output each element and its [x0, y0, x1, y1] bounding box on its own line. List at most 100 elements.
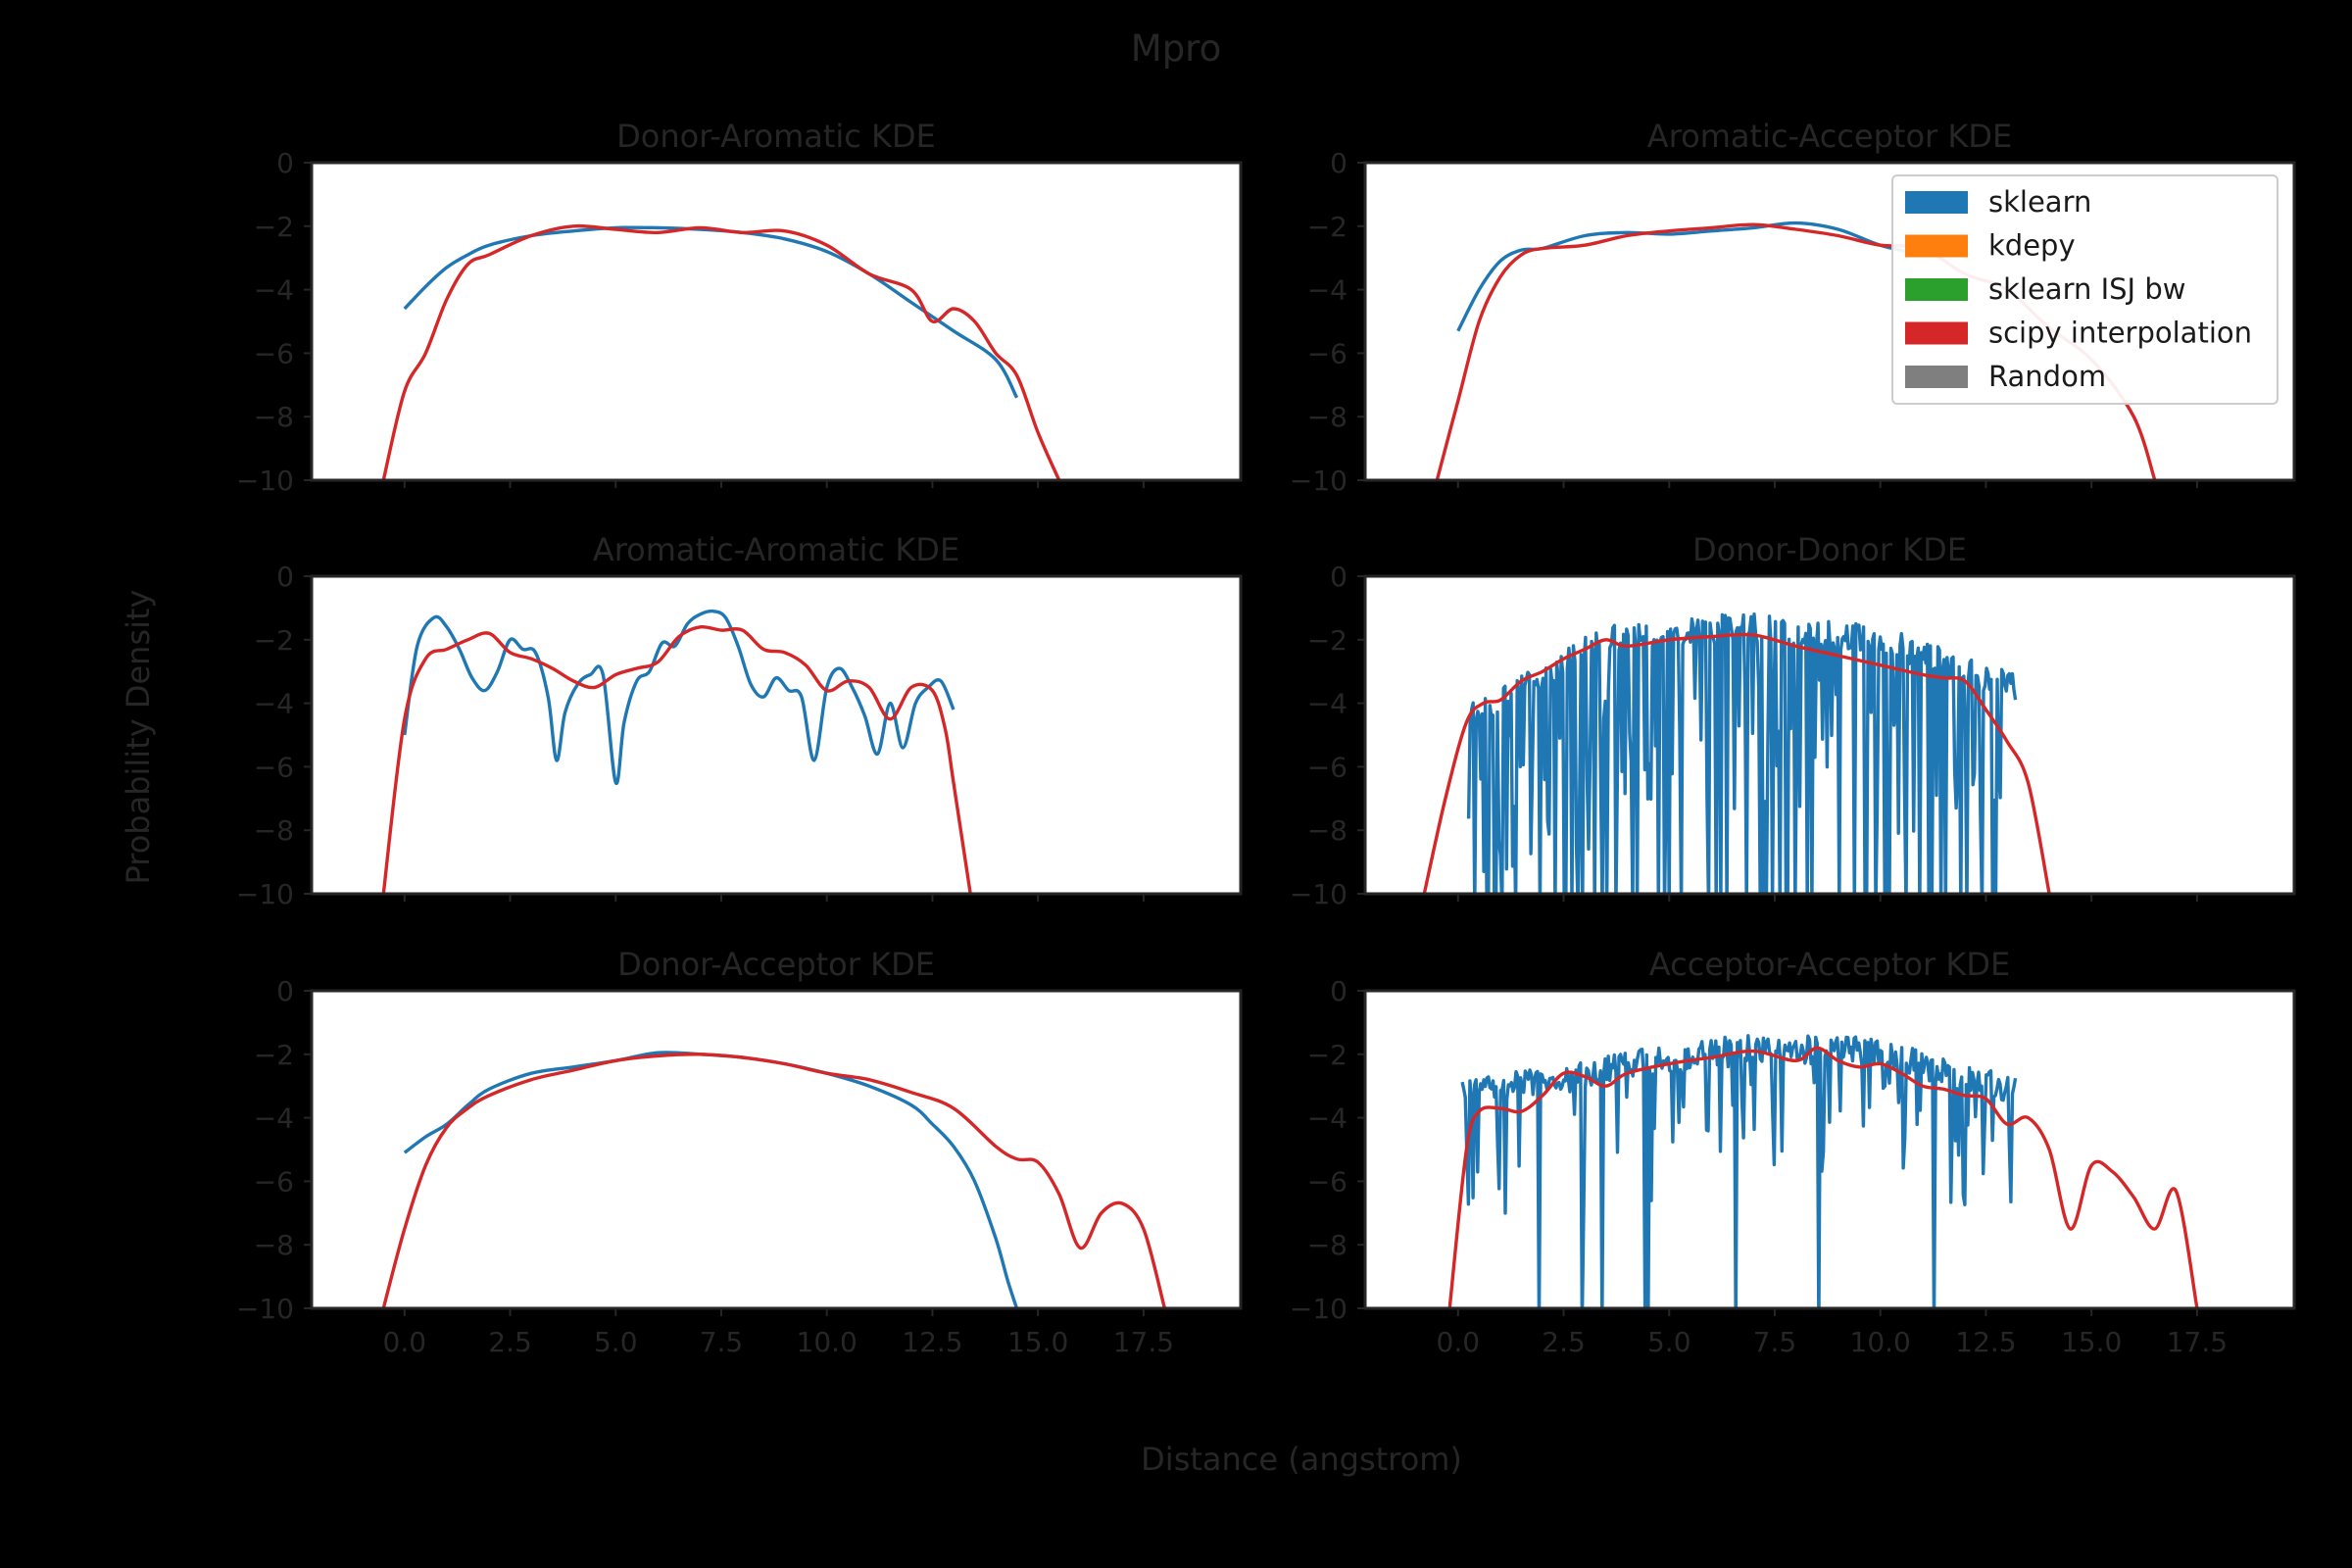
y-tick-label: −6 — [254, 751, 294, 783]
y-tick-label: −8 — [254, 1229, 294, 1261]
y-tick-label: −6 — [1307, 337, 1348, 369]
legend-swatch-sklearn — [1905, 191, 1968, 214]
x-tick-label: 0.0 — [1437, 1326, 1481, 1358]
y-tick-label: −10 — [236, 878, 294, 910]
y-tick-label: −8 — [1307, 401, 1348, 433]
plot-area — [312, 576, 1241, 894]
x-tick-label: 10.0 — [1850, 1326, 1911, 1358]
x-tick-label: 10.0 — [797, 1326, 858, 1358]
y-axis-label: Probability Density — [120, 590, 157, 885]
x-tick-label: 15.0 — [1007, 1326, 1068, 1358]
subplot-title: Aromatic-Aromatic KDE — [593, 531, 959, 568]
legend: sklearn kdepy sklearn ISJ bw scipy interpol… — [1891, 174, 2278, 405]
y-tick-label: −6 — [254, 337, 294, 369]
x-tick-label: 5.0 — [1647, 1326, 1691, 1358]
x-tick-label: 12.5 — [902, 1326, 962, 1358]
x-tick-label: 7.5 — [700, 1326, 744, 1358]
series-line-scipy-interpolation — [1447, 1046, 2199, 1308]
y-tick-label: 0 — [1330, 975, 1348, 1007]
x-tick-label: 5.0 — [594, 1326, 638, 1358]
subplot-title: Acceptor-Acceptor KDE — [1649, 946, 2010, 983]
y-tick-label: −10 — [1290, 1293, 1348, 1325]
x-tick-label: 17.5 — [1113, 1326, 1174, 1358]
y-tick-label: −10 — [236, 1293, 294, 1325]
x-tick-label: 2.5 — [1542, 1326, 1586, 1358]
y-tick-label: −8 — [254, 401, 294, 433]
y-tick-label: −2 — [1307, 1039, 1348, 1071]
y-tick-label: −10 — [236, 465, 294, 497]
y-tick-label: −2 — [254, 211, 294, 243]
x-tick-label: 15.0 — [2061, 1326, 2122, 1358]
y-tick-label: 0 — [1330, 561, 1348, 593]
subplot-donor-aromatic-kde: Donor-Aromatic KDE 0 −2 −4 −6 −8 −10 — [236, 118, 1243, 497]
y-tick-label: −4 — [254, 1102, 294, 1135]
y-tick-label: 0 — [1330, 147, 1348, 179]
y-tick-label: −10 — [1290, 465, 1348, 497]
series-line-scipy-interpolation — [381, 624, 972, 894]
series-line-scipy-interpolation — [381, 1053, 1167, 1308]
y-tick-label: −4 — [1307, 688, 1348, 720]
series-line-sklearn — [403, 225, 1019, 399]
x-tick-label: 12.5 — [1955, 1326, 2016, 1358]
legend-swatch-scipy-interpolation — [1905, 321, 1968, 345]
legend-label-sklearn-isj-bw: sklearn ISJ bw — [1988, 272, 2185, 306]
plot-frame — [310, 989, 1243, 1310]
y-tick-label: −4 — [1307, 1102, 1348, 1135]
subplot-donor-donor-kde: Donor-Donor KDE 0 −2 −4 −6 −8 −10 — [1290, 531, 2296, 910]
y-tick-label: −2 — [254, 1039, 294, 1071]
series-line-scipy-interpolation — [1422, 632, 2051, 894]
legend-swatch-kdepy — [1905, 234, 1968, 258]
subplot-title: Donor-Donor KDE — [1692, 531, 1967, 568]
y-tick-label: −2 — [1307, 624, 1348, 657]
legend-swatch-random — [1905, 366, 1968, 388]
legend-label-scipy-interpolation: scipy interpolation — [1988, 317, 2252, 350]
series-line-sklearn — [1466, 612, 2018, 894]
y-tick-label: −4 — [254, 688, 294, 720]
plot-frame — [310, 574, 1243, 896]
subplot-donor-acceptor-kde: Donor-Acceptor KDE 0 −2 −4 −6 −8 −10 0.0 2.5 5.0 7… — [236, 946, 1243, 1358]
legend-swatch-sklearn-isj-bw — [1905, 278, 1968, 301]
y-tick-label: −4 — [1307, 274, 1348, 307]
series-line-sklearn — [1460, 1034, 2018, 1308]
legend-box — [1891, 174, 2278, 405]
y-tick-label: −6 — [254, 1165, 294, 1198]
plot-lines — [381, 223, 1061, 480]
plot-lines — [381, 1051, 1167, 1308]
plot-frame — [310, 161, 1243, 482]
figure-title: Mpro — [1131, 27, 1221, 70]
plot-area — [312, 163, 1241, 480]
y-tick-label: −2 — [254, 624, 294, 657]
x-tick-label: 7.5 — [1753, 1326, 1797, 1358]
y-tick-label: −8 — [1307, 1229, 1348, 1261]
subplot-acceptor-acceptor-kde: Acceptor-Acceptor KDE 0 −2 −4 −6 −8 −10 0.0 2.5 5… — [1290, 946, 2296, 1358]
y-tick-label: −8 — [254, 814, 294, 847]
y-tick-label: −6 — [1307, 1165, 1348, 1198]
y-tick-label: −4 — [254, 274, 294, 307]
plot-lines — [1447, 1034, 2199, 1308]
subplot-title: Donor-Aromatic KDE — [616, 118, 936, 155]
plot-lines — [381, 609, 972, 894]
subplot-title: Donor-Acceptor KDE — [617, 946, 935, 983]
legend-label-kdepy: kdepy — [1988, 229, 2076, 263]
subplots-grid: Donor-Aromatic KDE0−2−4−6−8−10Aromatic-A… — [236, 118, 2296, 1358]
y-tick-label: 0 — [276, 975, 294, 1007]
y-tick-label: 0 — [276, 561, 294, 593]
x-tick-label: 0.0 — [383, 1326, 427, 1358]
plot-frame — [1363, 574, 2296, 896]
y-tick-label: −10 — [1290, 878, 1348, 910]
series-line-scipy-interpolation — [381, 223, 1061, 480]
plot-frame — [1363, 989, 2296, 1310]
x-tick-label: 17.5 — [2167, 1326, 2228, 1358]
legend-label-sklearn: sklearn — [1988, 185, 2091, 219]
plot-area — [312, 991, 1241, 1308]
subplot-title: Aromatic-Acceptor KDE — [1647, 118, 2012, 155]
plot-lines — [1422, 612, 2051, 894]
y-tick-label: 0 — [276, 147, 294, 179]
x-tick-label: 2.5 — [488, 1326, 532, 1358]
x-axis-label: Distance (angstrom) — [1141, 1441, 1462, 1478]
y-tick-label: −8 — [1307, 814, 1348, 847]
legend-label-random: Random — [1988, 360, 2106, 393]
subplot-aromatic-aromatic-kde: Aromatic-Aromatic KDE 0 −2 −4 −6 −8 −10 — [236, 531, 1243, 910]
y-tick-label: −6 — [1307, 751, 1348, 783]
